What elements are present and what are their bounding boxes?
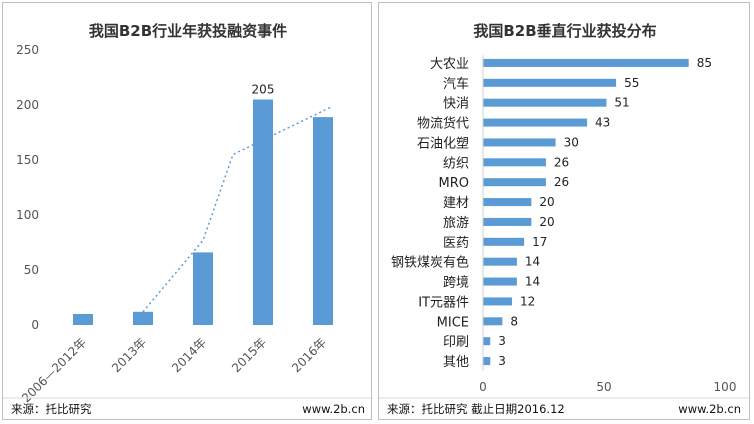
category-label: 物流货代 [417, 116, 469, 132]
category-label: MRO [439, 176, 469, 191]
y-tick-label: 0 [31, 318, 39, 332]
hbar-3 [483, 118, 588, 127]
category-label: 旅游 [443, 216, 469, 231]
bar-3 [253, 99, 273, 325]
bar-value-label: 3 [498, 354, 506, 368]
hbar-12 [483, 297, 513, 306]
right-website: www.2b.cn [678, 402, 741, 416]
category-label: 跨境 [443, 276, 469, 291]
y-tick-label: 200 [16, 98, 39, 112]
hbar-10 [483, 257, 517, 266]
bar-value-label: 14 [525, 275, 540, 289]
hbar-4 [483, 138, 556, 147]
category-label: 石油化塑 [417, 136, 469, 151]
hbar-6 [483, 178, 546, 187]
bar-0 [73, 314, 93, 325]
bar-value-label: 55 [624, 76, 639, 90]
hbar-13 [483, 317, 503, 326]
y-tick-label: 100 [16, 208, 39, 222]
right-chart-panel: 我国B2B垂直行业获投分布 大农业 85 汽车 55 快消 51 物流货代 43 石油化塑 30 纺… [378, 2, 751, 420]
hbar-1 [483, 78, 617, 87]
trend-line [142, 106, 332, 313]
bar-value-label: 51 [614, 96, 629, 110]
category-label: 印刷 [443, 335, 469, 350]
right-source: 来源：托比研究 截止日期2016.12 [387, 402, 565, 416]
bar-value-label: 20 [539, 215, 554, 229]
category-label: 建材 [443, 196, 469, 211]
category-label: 大农业 [430, 57, 469, 72]
category-label: 其他 [443, 355, 469, 370]
left-source: 来源：托比研究 [11, 402, 92, 416]
bar-value-label: 17 [532, 235, 547, 249]
bar-4 [313, 117, 333, 325]
bar-data-label: 205 [252, 83, 275, 97]
left-website: www.2b.cn [302, 402, 365, 416]
x-tick-label: 2015年 [229, 335, 269, 375]
hbar-8 [483, 217, 532, 226]
category-label: 医药 [443, 236, 469, 251]
right-chart-title: 我国B2B垂直行业获投分布 [473, 22, 656, 40]
category-label: 纺织 [443, 156, 469, 171]
category-label: 汽车 [443, 76, 469, 92]
bar-value-label: 12 [520, 294, 535, 308]
x-tick-label: 2014年 [169, 335, 209, 375]
bar-value-label: 8 [510, 314, 518, 328]
x-tick-label: 2006—2012年 [19, 335, 89, 405]
bar-value-label: 14 [525, 255, 540, 269]
x-tick-label: 0 [479, 380, 487, 394]
hbar-9 [483, 237, 525, 246]
left-chart-panel: 我国B2B行业年获投融资事件 0 50 100 150 200 250 205 2006—… [2, 2, 373, 420]
hbar-14 [483, 337, 491, 346]
category-label: 钢铁煤炭有色 [391, 255, 469, 271]
bar-value-label: 20 [539, 195, 554, 209]
x-tick-label: 2016年 [289, 335, 329, 375]
bar-value-label: 85 [697, 56, 712, 70]
bar-value-label: 26 [554, 155, 569, 169]
hbar-15 [483, 357, 491, 366]
hbar-0 [483, 58, 689, 67]
category-label: 快消 [443, 97, 469, 112]
hbar-11 [483, 277, 517, 286]
bar-value-label: 3 [498, 334, 506, 348]
x-tick-label: 2013年 [109, 335, 149, 375]
left-chart-svg: 我国B2B行业年获投融资事件 0 50 100 150 200 250 205 2006—… [3, 22, 373, 416]
x-tick-label: 50 [596, 380, 611, 394]
hbar-7 [483, 198, 532, 207]
bar-value-label: 30 [564, 135, 579, 149]
bar-value-label: 26 [554, 175, 569, 189]
y-tick-label: 250 [16, 43, 39, 57]
category-label: MICE [437, 315, 469, 330]
hbar-5 [483, 158, 546, 167]
category-label: IT元器件 [418, 295, 469, 310]
bar-value-label: 43 [595, 116, 610, 130]
bar-1 [133, 311, 153, 325]
y-tick-label: 150 [16, 153, 39, 167]
y-tick-label: 50 [24, 263, 39, 277]
hbar-2 [483, 98, 607, 107]
bar-2 [193, 252, 213, 325]
x-tick-label: 100 [714, 380, 737, 394]
left-chart-title: 我国B2B行业年获投融资事件 [89, 22, 287, 40]
